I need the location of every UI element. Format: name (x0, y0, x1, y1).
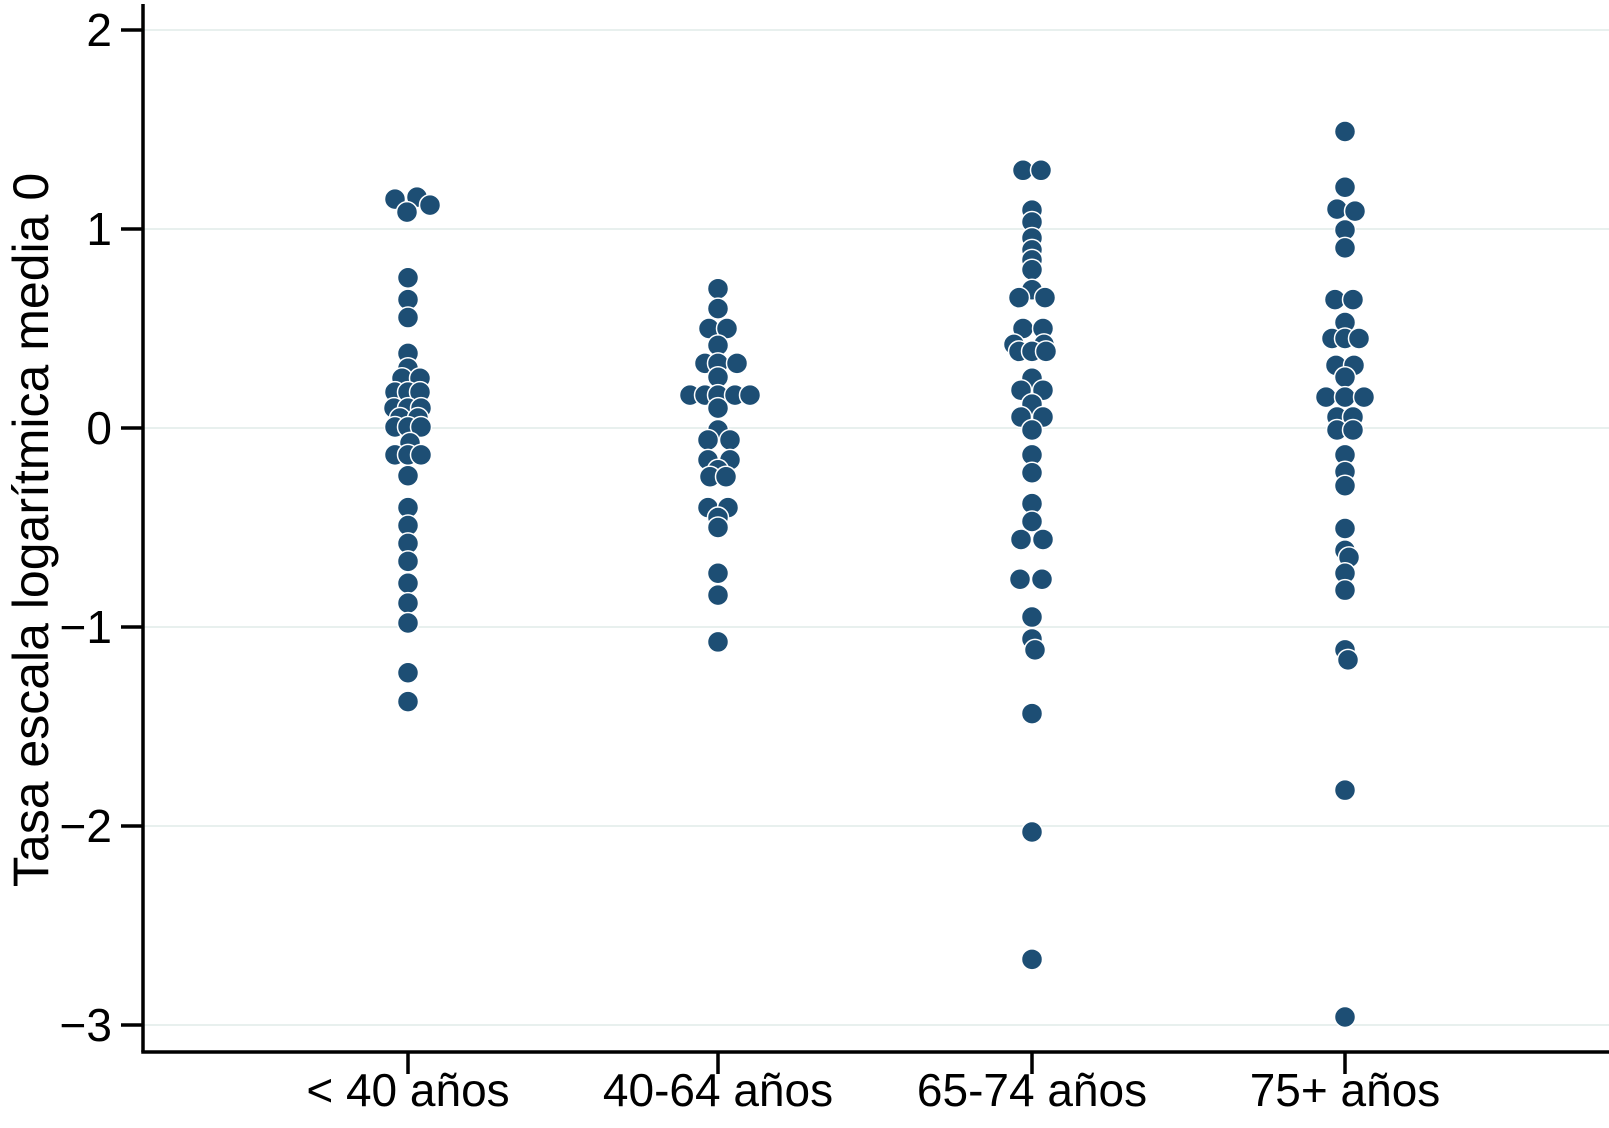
y-axis-title: Tasa escala logarítmica media 0 (3, 173, 59, 887)
axes-group (141, 4, 1609, 1054)
data-point (706, 277, 730, 300)
data-point (1347, 327, 1371, 350)
data-point (1020, 461, 1044, 485)
data-point (706, 583, 730, 607)
data-point (1020, 510, 1044, 533)
data-point (396, 571, 420, 595)
data-point (396, 464, 420, 488)
data-point (1333, 517, 1357, 540)
x-tick-label: 75+ años (1250, 1064, 1441, 1116)
data-point (718, 428, 742, 452)
data-point (1034, 340, 1058, 363)
data-point (1007, 286, 1031, 309)
y-axis-ticks: 2 1 0 −1 −2 −3 (60, 4, 143, 1051)
data-point (396, 306, 420, 329)
data-point (706, 516, 730, 539)
data-point (396, 550, 420, 573)
data-point (696, 428, 720, 452)
data-point (714, 465, 738, 489)
data-point (1020, 258, 1044, 282)
gridlines-group (143, 29, 1609, 1026)
x-tick-label: 40-64 años (603, 1064, 833, 1116)
data-point (1314, 385, 1338, 409)
data-point (396, 690, 420, 713)
data-point (706, 630, 730, 654)
data-point (1343, 199, 1367, 223)
x-tick-label: 65-74 años (917, 1064, 1147, 1116)
data-point (1333, 474, 1357, 497)
y-tick-label: 1 (86, 203, 112, 255)
data-point (409, 443, 433, 467)
y-tick-label: −1 (60, 601, 112, 653)
x-axis-ticks: < 40 años 40-64 años 65-74 años 75+ años (306, 1052, 1440, 1116)
data-point (1333, 1005, 1357, 1029)
dot-column-1 (382, 185, 442, 713)
data-point (395, 200, 419, 224)
data-point (1333, 175, 1357, 199)
data-point (396, 266, 420, 290)
data-point (1031, 528, 1055, 551)
data-point (1030, 567, 1054, 591)
data-point (1023, 638, 1047, 662)
data-point (706, 396, 730, 420)
data-point (1029, 159, 1053, 182)
data-point (1008, 567, 1032, 591)
data-point (409, 415, 433, 439)
y-tick-label: −3 (60, 999, 112, 1051)
data-point (396, 661, 420, 685)
data-point (1341, 288, 1365, 311)
dot-column-4 (1314, 120, 1376, 1029)
data-point (1020, 418, 1044, 442)
data-point (1020, 948, 1044, 971)
data-point (1333, 385, 1357, 409)
y-tick-label: 2 (86, 4, 112, 56)
data-point (1336, 648, 1360, 672)
data-point (1009, 528, 1033, 551)
y-tick-label: 0 (86, 402, 112, 454)
data-point (738, 383, 762, 407)
data-point (418, 193, 442, 217)
data-point (1033, 286, 1057, 309)
x-tick-label: < 40 años (306, 1064, 509, 1116)
y-tick-label: −2 (60, 800, 112, 852)
data-point (1020, 820, 1044, 844)
data-point (1333, 578, 1357, 602)
data-point (1333, 778, 1357, 802)
data-point (706, 562, 730, 585)
data-point (1333, 236, 1357, 260)
dot-column-3 (1002, 159, 1058, 971)
data-point (396, 591, 420, 615)
data-point (396, 611, 420, 635)
data-point (1341, 418, 1365, 442)
data-point (1333, 120, 1357, 143)
data-point (1020, 605, 1044, 629)
data-point (725, 352, 749, 375)
data-point (1333, 366, 1357, 389)
data-point (1352, 385, 1376, 409)
data-points-group (382, 120, 1376, 1029)
data-point (706, 297, 730, 320)
dot-column-2 (678, 277, 762, 654)
data-point (1020, 702, 1044, 725)
